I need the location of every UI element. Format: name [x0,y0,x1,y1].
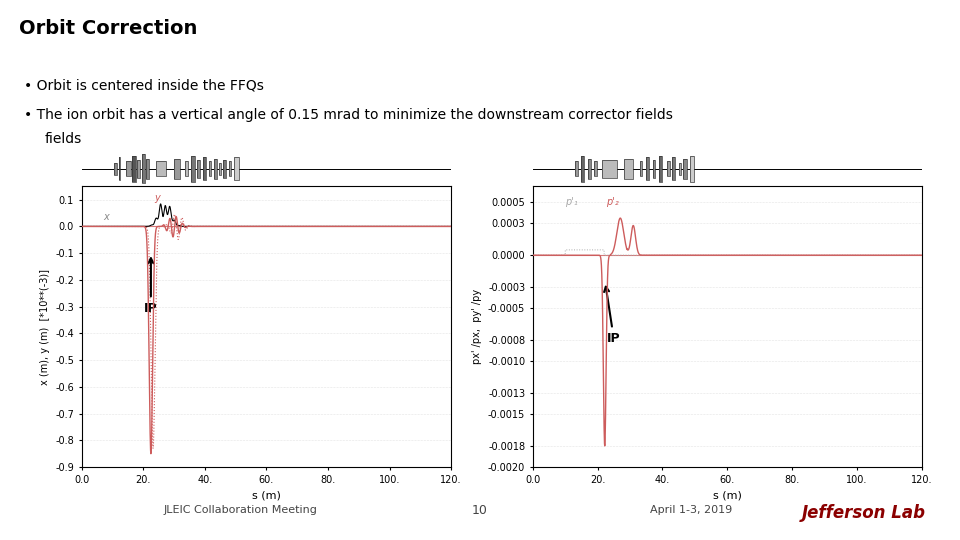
Bar [191,156,195,182]
Text: x: x [103,212,108,222]
Bar [209,161,211,176]
Bar [219,163,221,174]
Text: • Orbit is centered inside the FFQs: • Orbit is centered inside the FFQs [24,78,264,92]
Bar [197,160,200,178]
Bar [234,157,239,180]
Bar [684,159,686,179]
Bar [684,159,686,179]
Bar [588,159,591,179]
Bar [209,161,211,176]
Bar [603,160,617,178]
Bar [156,161,166,176]
X-axis label: s (m): s (m) [712,490,742,500]
Bar [690,156,694,182]
Bar [114,163,117,174]
Bar [142,154,145,184]
Bar [156,161,166,176]
Bar [224,160,227,178]
Bar [114,163,117,174]
Bar [624,159,634,179]
Bar [667,161,669,176]
Bar [229,161,231,176]
Bar [582,156,584,182]
Bar [582,156,584,182]
Text: JLEIC Collaboration Meeting: JLEIC Collaboration Meeting [163,505,317,515]
Bar [667,161,669,176]
Text: Jefferson Lab: Jefferson Lab [802,504,926,522]
Bar [119,157,120,180]
Bar [219,163,221,174]
Bar [204,157,206,180]
Text: p'₁: p'₁ [565,198,578,207]
Bar [575,161,578,176]
Bar [588,159,591,179]
Bar [690,156,694,182]
Bar [146,159,149,179]
Bar [146,159,149,179]
Text: p'₂: p'₂ [606,198,618,207]
Text: • The ion orbit has a vertical angle of 0.15 mrad to minimize the downstream cor: • The ion orbit has a vertical angle of … [24,108,673,122]
Bar [660,156,662,182]
Bar [197,160,200,178]
Bar [127,161,131,176]
Bar [132,156,135,182]
Text: IP: IP [604,287,620,345]
Bar [137,160,139,178]
Bar [132,156,135,182]
Bar [575,161,578,176]
Bar [679,163,681,174]
Bar [214,159,217,179]
Text: April 1-3, 2019: April 1-3, 2019 [650,505,732,515]
Text: y: y [154,193,159,203]
Bar [639,161,642,176]
Bar [214,159,217,179]
Bar [119,157,120,180]
Bar [229,161,231,176]
Bar [184,161,188,176]
Bar [603,160,617,178]
Bar [660,156,662,182]
X-axis label: s (m): s (m) [252,490,281,500]
Bar [174,159,180,179]
Bar [174,159,180,179]
Y-axis label: x (m), y (m)  [*10**(-3)]: x (m), y (m) [*10**(-3)] [39,269,50,384]
Bar [224,160,227,178]
Text: Orbit Correction: Orbit Correction [19,19,198,38]
Bar [639,161,642,176]
Bar [653,160,655,178]
Bar [184,161,188,176]
Bar [646,157,650,180]
Bar [127,161,131,176]
Bar [137,160,139,178]
Bar [653,160,655,178]
Bar [672,157,675,180]
Bar [204,157,206,180]
Text: IP: IP [144,258,157,315]
Bar [594,161,597,176]
Text: 10: 10 [472,504,488,517]
Bar [646,157,650,180]
Text: fields: fields [45,132,83,146]
Y-axis label: px' /px,  py' /py: px' /px, py' /py [472,289,482,365]
Bar [594,161,597,176]
Bar [142,154,145,184]
Bar [679,163,681,174]
Bar [672,157,675,180]
Bar [624,159,634,179]
Bar [234,157,239,180]
Bar [191,156,195,182]
